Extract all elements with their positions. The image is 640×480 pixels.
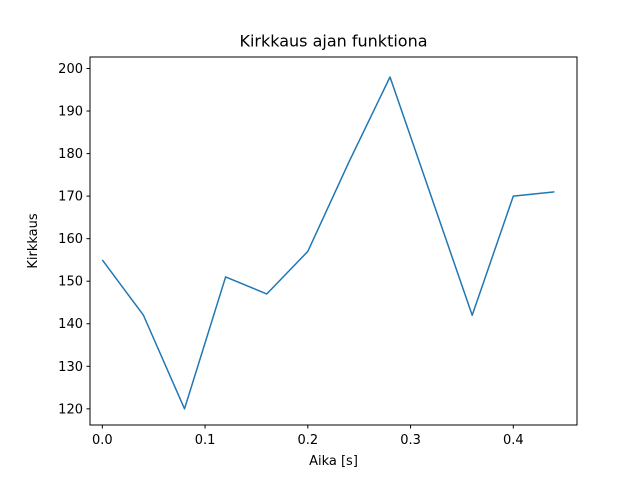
plot-group: 120 130 140 150 160 170 180 190 200 0.0 0.1 0.2 0.3 0…: [58, 56, 578, 448]
x-tick-label: 0.2: [297, 433, 318, 448]
y-tick-label: 170: [58, 190, 83, 205]
y-tick-label: 120: [58, 402, 83, 417]
data-line: [101, 76, 555, 410]
y-tick-label: 160: [58, 232, 83, 247]
y-tick-label: 130: [58, 360, 83, 375]
x-tick-label: 0.0: [92, 433, 113, 448]
x-axis-label: Aika [s]: [309, 454, 358, 469]
chart-title: Kirkkaus ajan funktiona: [239, 32, 427, 51]
y-axis-label: Kirkkaus: [26, 213, 41, 269]
x-tick-label: 0.1: [195, 433, 216, 448]
y-tick-label: 200: [58, 62, 83, 77]
x-tick-label: 0.4: [503, 433, 524, 448]
x-tick-label: 0.3: [400, 433, 421, 448]
y-tick-label: 150: [58, 275, 83, 290]
y-tick-label: 180: [58, 147, 83, 162]
y-tick-label: 190: [58, 105, 83, 120]
y-tick-label: 140: [58, 317, 83, 332]
plot-area: [89, 56, 578, 426]
